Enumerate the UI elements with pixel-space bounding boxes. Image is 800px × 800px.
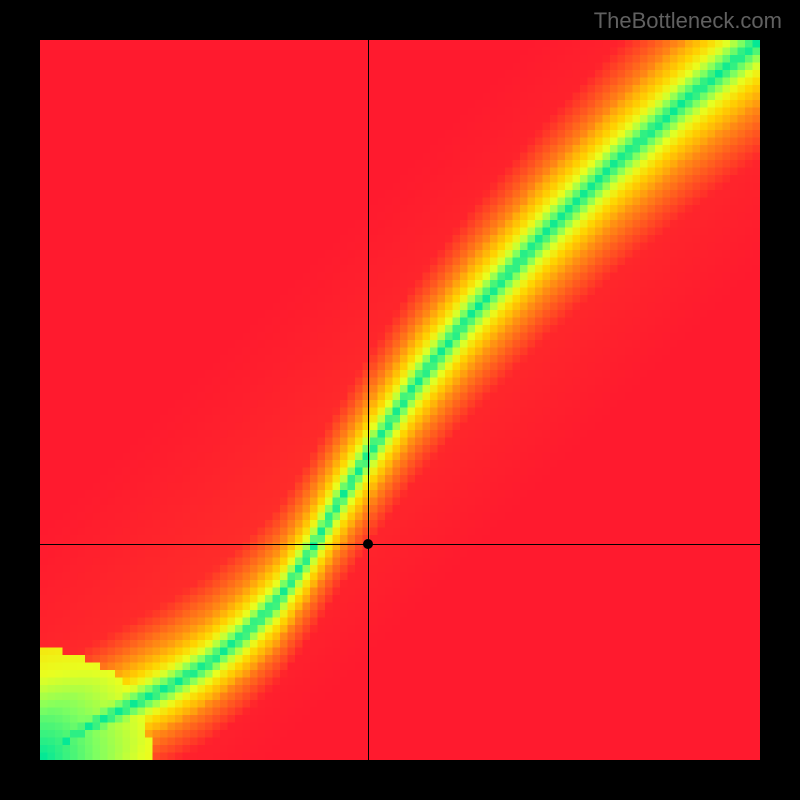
- crosshair-vertical: [368, 40, 369, 760]
- crosshair-horizontal: [40, 544, 760, 545]
- watermark-text: TheBottleneck.com: [594, 8, 782, 34]
- chart-container: TheBottleneck.com: [0, 0, 800, 800]
- bottleneck-heatmap: [40, 40, 760, 760]
- crosshair-marker: [363, 539, 373, 549]
